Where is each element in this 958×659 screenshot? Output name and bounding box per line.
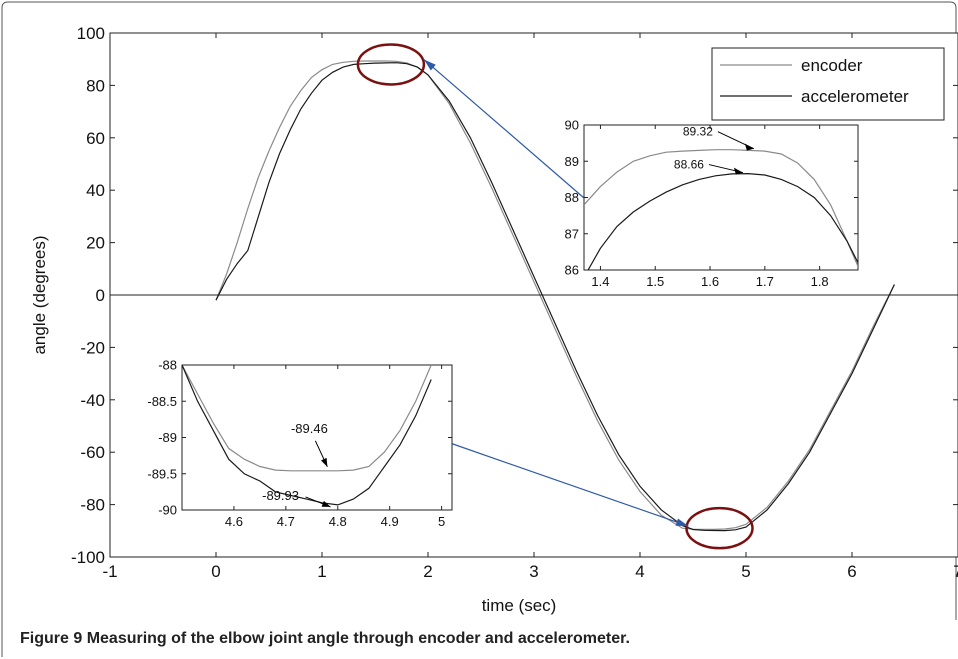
inset-trough-pointer-head <box>321 457 328 467</box>
inset-trough-x-tick-label: 4.6 <box>225 514 243 529</box>
legend-label-accelerometer: accelerometer <box>801 87 909 106</box>
inset-trough-value-label: -89.93 <box>262 488 299 503</box>
inset-trough-value-label: -89.46 <box>291 421 328 436</box>
inset-peak-x-tick-label: 1.4 <box>591 274 609 289</box>
inset-peak-y-tick-label: 87 <box>565 226 579 241</box>
main-x-tick-label: 3 <box>529 562 538 581</box>
inset-peak-pointer-head <box>733 167 743 175</box>
inset-trough-x-tick-label: 4.9 <box>381 514 399 529</box>
inset-peak-x-tick-label: 1.6 <box>701 274 719 289</box>
main-y-tick-label: 100 <box>77 24 105 43</box>
figure-border <box>8 1 957 620</box>
inset-peak-value-label: 89.32 <box>683 125 713 139</box>
legend-label-encoder: encoder <box>801 56 863 75</box>
inset-peak-x-tick-label: 1.5 <box>646 274 664 289</box>
inset-trough-pointer-head <box>321 500 331 507</box>
inset-peak-pointer-head <box>744 143 754 151</box>
main-y-tick-label: 40 <box>86 181 105 200</box>
main-x-tick-label: 0 <box>211 562 220 581</box>
inset-peak-y-tick-label: 90 <box>565 118 579 133</box>
inset-peak-series-accelerometer <box>587 172 858 270</box>
figure-label: Figure 9 <box>20 630 83 647</box>
figure-caption: Figure 9 Measuring of the elbow joint an… <box>20 630 630 648</box>
connector-arrow-trough-head <box>675 518 689 527</box>
main-x-axis-label: time (sec) <box>482 596 557 615</box>
inset-trough-y-tick-label: -88 <box>158 358 177 373</box>
connector-arrow-peak-head <box>423 59 436 71</box>
inset-peak-y-tick-label: 89 <box>565 154 579 169</box>
main-x-tick-label: 5 <box>741 562 750 581</box>
inset-trough-y-tick-label: -89.5 <box>147 466 177 481</box>
main-x-tick-label: 2 <box>423 562 432 581</box>
main-y-tick-label: -40 <box>80 391 105 410</box>
inset-trough-series-encoder <box>182 365 432 472</box>
main-y-tick-label: -60 <box>80 443 105 462</box>
main-y-tick-label: 60 <box>86 129 105 148</box>
inset-trough-x-tick-label: 4.8 <box>329 514 347 529</box>
inset-peak-x-tick-label: 1.7 <box>756 274 774 289</box>
main-x-tick-label: 4 <box>635 562 644 581</box>
inset-trough-y-tick-label: -90 <box>158 503 177 518</box>
main-y-axis-label: angle (degrees) <box>30 235 49 354</box>
connector-arrow-peak <box>423 58 585 199</box>
main-series-accelerometer <box>215 62 895 532</box>
inset-peak-y-tick-label: 86 <box>565 263 579 278</box>
main-x-tick-label: -1 <box>102 562 117 581</box>
inset-trough-x-tick-label: 5 <box>438 514 445 529</box>
connector-arrow-trough <box>449 442 689 527</box>
inset-peak-plot-area <box>583 124 859 271</box>
inset-trough-y-tick-label: -89 <box>158 430 177 445</box>
figure-caption-text: Measuring of the elbow joint angle throu… <box>86 630 630 647</box>
inset-trough-y-tick-label: -88.5 <box>147 394 177 409</box>
inset-peak-value-label: 88.66 <box>674 158 704 172</box>
inset-trough-plot-area <box>181 364 453 511</box>
inset-peak-x-tick-label: 1.8 <box>811 274 829 289</box>
main-series-encoder <box>215 60 895 531</box>
inset-peak-y-tick-label: 88 <box>565 190 579 205</box>
inset-peak-series-encoder <box>584 149 858 267</box>
main-y-tick-label: -100 <box>71 548 105 567</box>
highlight-circle-1 <box>356 43 426 86</box>
main-y-tick-label: 20 <box>86 234 105 253</box>
main-y-tick-label: 0 <box>96 286 105 305</box>
main-x-tick-label: 7 <box>953 562 958 581</box>
legend-box <box>711 47 945 121</box>
main-x-tick-label: 6 <box>847 562 856 581</box>
figure-border-left <box>1 1 9 657</box>
inset-trough-x-tick-label: 4.7 <box>277 514 295 529</box>
inset-trough-series-accelerometer <box>182 365 432 506</box>
main-y-tick-label: 80 <box>86 76 105 95</box>
highlight-circle-2 <box>685 506 754 550</box>
main-y-tick-label: -20 <box>80 338 105 357</box>
main-x-tick-label: 1 <box>317 562 326 581</box>
main-y-tick-label: -80 <box>80 496 105 515</box>
